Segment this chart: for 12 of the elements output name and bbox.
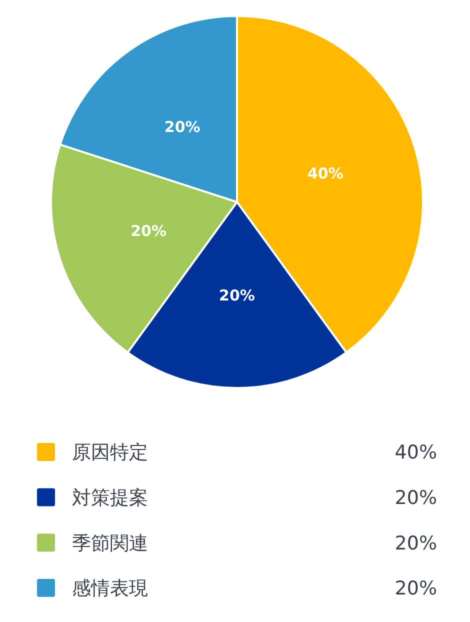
legend-label: 対策提案 — [72, 486, 148, 509]
data-label: 20% — [130, 222, 167, 240]
data-label: 20% — [164, 118, 200, 136]
legend-label: 感情表現 — [72, 578, 148, 600]
text: 20% — [394, 532, 437, 554]
text: 20% — [394, 486, 437, 509]
text: 40% — [394, 442, 437, 464]
legend-label: 季節関連 — [72, 532, 148, 554]
data-label: 20% — [219, 286, 255, 304]
data-label: 40% — [307, 164, 344, 183]
text: 20% — [394, 578, 437, 600]
legend-label: 原因特定 — [72, 442, 148, 464]
